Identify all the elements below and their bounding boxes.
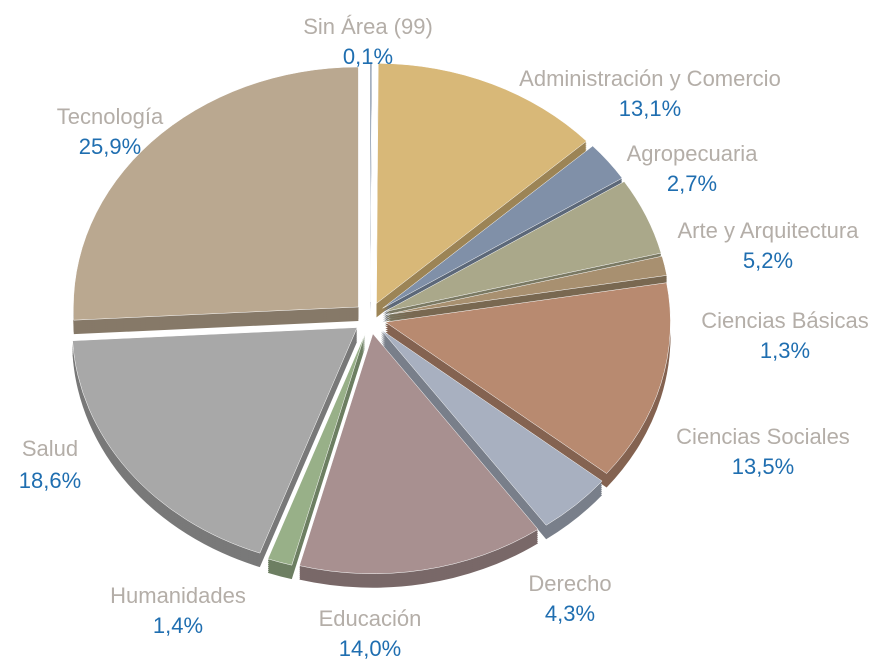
- slice-name: Derecho: [528, 571, 611, 596]
- slice: [72, 327, 358, 554]
- slice-label: 5,2%: [743, 248, 793, 273]
- slice-name: Salud: [22, 436, 78, 461]
- slice-name: Ciencias Básicas: [701, 308, 869, 333]
- slice: [380, 329, 603, 526]
- slice-label: 1,3%: [760, 338, 810, 363]
- slice-name: Agropecuaria: [627, 141, 759, 166]
- slice: [382, 145, 623, 309]
- slice: [369, 61, 373, 303]
- slice-name: Arte y Arquitectura: [678, 218, 860, 243]
- slice-name: Administración y Comercio: [519, 66, 781, 91]
- slice-label: 18,6%: [19, 468, 81, 493]
- slice: [384, 181, 662, 312]
- slice-name: Ciencias Sociales: [676, 424, 850, 449]
- slice-label: 25,9%: [79, 134, 141, 159]
- slice-label: 2,7%: [667, 171, 717, 196]
- slice-label: 1,4%: [153, 613, 203, 638]
- slice-label: 14,0%: [339, 636, 401, 661]
- slice-name: Educación: [319, 606, 422, 631]
- slice: [73, 66, 359, 321]
- slice: [385, 255, 668, 315]
- slice-label: 0,1%: [343, 44, 393, 69]
- slice-name: Tecnología: [57, 104, 164, 129]
- slice-label: 13,1%: [619, 96, 681, 121]
- slice: [267, 333, 366, 566]
- slice-label: 4,3%: [545, 601, 595, 626]
- slice-name: Sin Área (99): [303, 14, 433, 39]
- slice: [376, 63, 587, 304]
- slice-name: Humanidades: [110, 583, 246, 608]
- pie: [72, 61, 671, 574]
- slice-label: 13,5%: [732, 454, 794, 479]
- slice: [299, 333, 539, 574]
- slice: [384, 282, 671, 474]
